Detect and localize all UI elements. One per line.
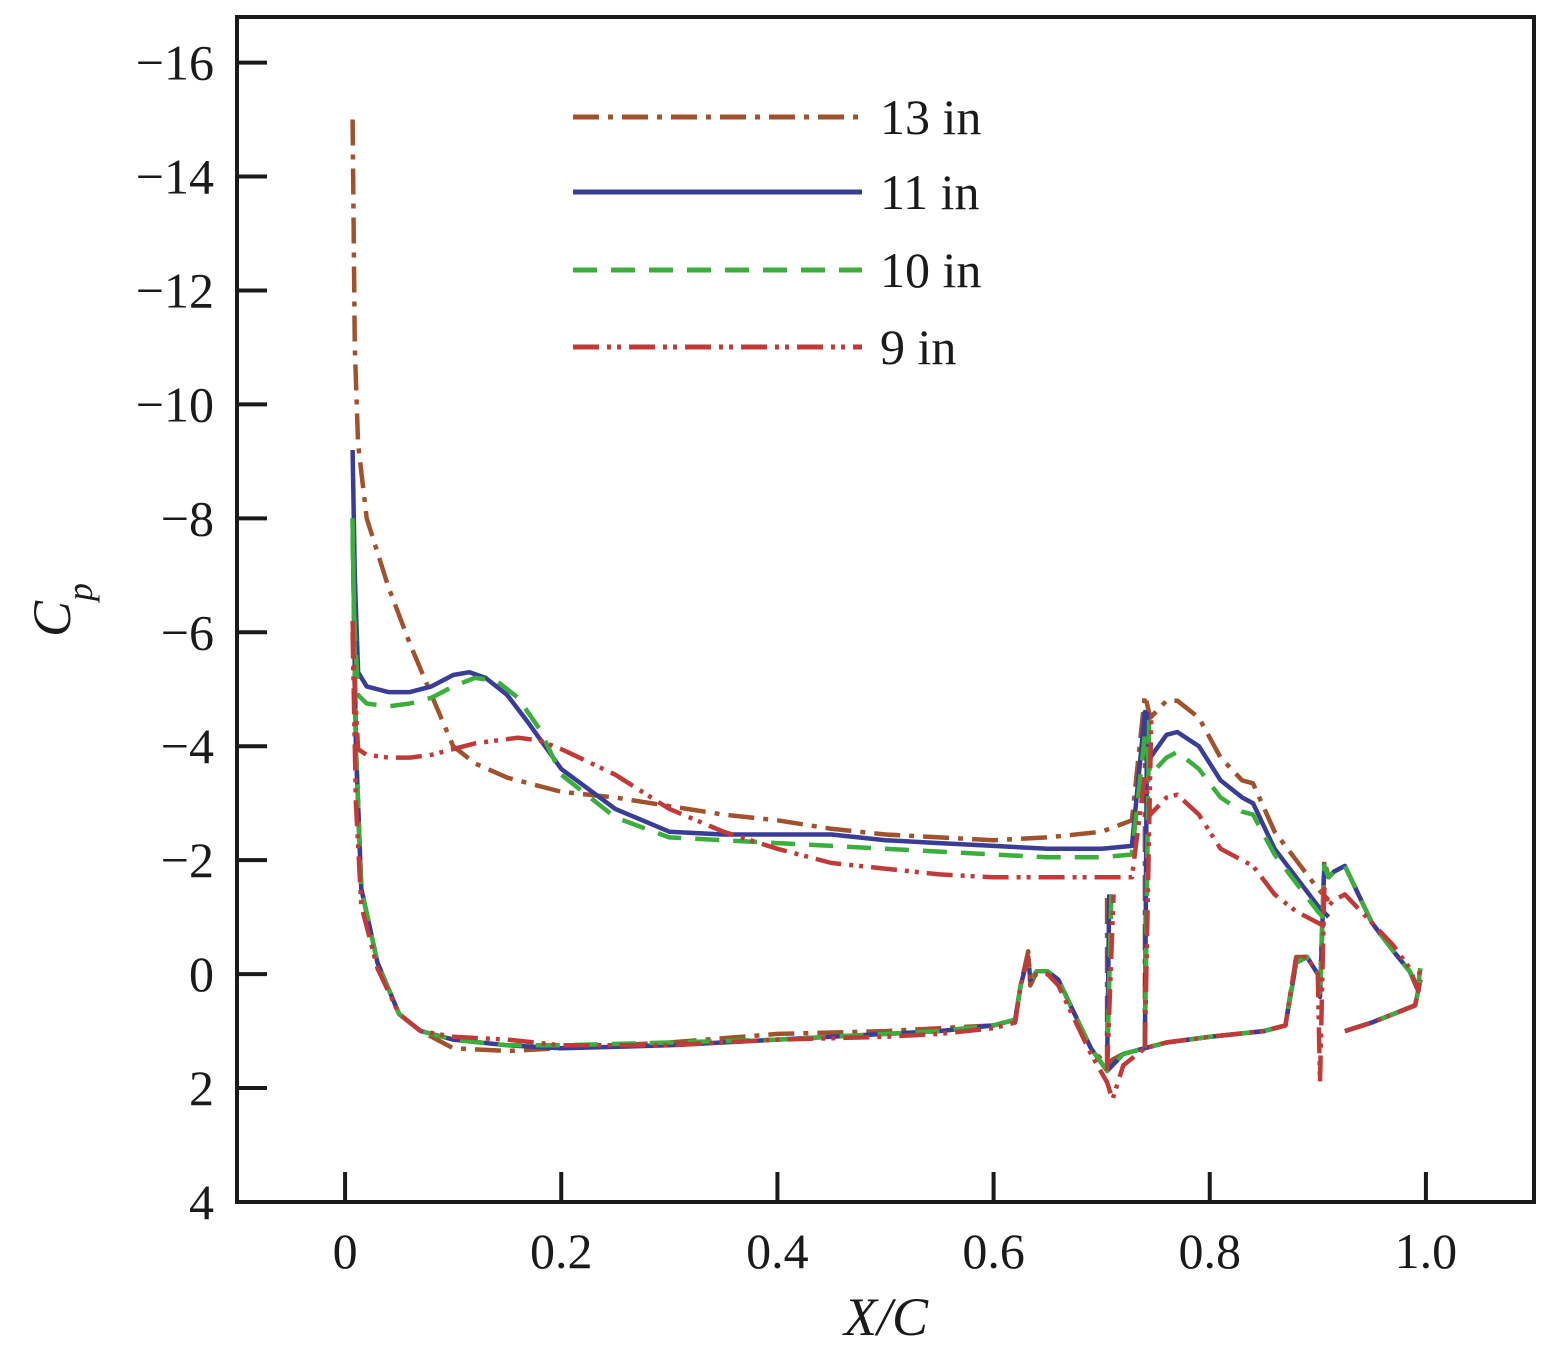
series-3 xyxy=(350,620,1423,1102)
series-layer xyxy=(350,119,1423,1102)
y-tick-label-3: −10 xyxy=(136,376,214,432)
y-axis-label-sub: p xyxy=(60,583,100,604)
y-tick-label-2: −12 xyxy=(136,262,214,318)
y-axis-label-main: C xyxy=(22,600,82,637)
series-2-shock-0 xyxy=(1104,894,1114,1072)
series-3-shock-1 xyxy=(1142,712,1154,1049)
y-axis-label: Cp xyxy=(22,583,100,637)
x-axis-label: X/C xyxy=(842,1287,929,1347)
y-tick-label-1: −14 xyxy=(136,149,214,205)
legend-label-0: 13 in xyxy=(880,89,981,145)
x-tick-label-3: 0.6 xyxy=(962,1223,1025,1279)
legend-label-3: 9 in xyxy=(880,319,956,375)
legend: 13 in 11 in 10 in 9 in xyxy=(573,89,981,375)
x-tick-label-4: 0.8 xyxy=(1179,1223,1242,1279)
y-tick-label-9: 2 xyxy=(189,1060,214,1116)
plot-frame xyxy=(235,15,1536,1204)
ticks-layer: 0 0.2 0.4 0.6 0.8 1.0 −16 −14 −12 −10 −8 −6 −4 −2 0 2 4 xyxy=(136,35,1457,1279)
series-1-upper-surface xyxy=(350,449,1331,919)
series-0-upper-surface xyxy=(350,119,1331,902)
x-tick-label-5: 1.0 xyxy=(1395,1223,1458,1279)
y-tick-label-10: 4 xyxy=(189,1174,214,1230)
series-2-upper-surface xyxy=(350,541,1331,925)
y-tick-label-8: 0 xyxy=(189,946,214,1002)
svg-text:Cp: Cp xyxy=(22,583,100,637)
y-tick-label-0: −16 xyxy=(136,35,214,91)
series-3-shock-0 xyxy=(1104,894,1116,1072)
plot-background xyxy=(237,17,1534,1202)
x-tick-label-2: 0.4 xyxy=(746,1223,809,1279)
y-tick-label-5: −6 xyxy=(161,604,214,660)
x-tick-label-1: 0.2 xyxy=(530,1223,593,1279)
y-tick-label-4: −8 xyxy=(161,490,214,546)
y-tick-label-7: −2 xyxy=(161,832,214,888)
series-2-lower-surface xyxy=(350,518,1423,1074)
series-3-upper-surface xyxy=(350,620,1330,931)
x-tick-label-0: 0 xyxy=(333,1223,358,1279)
series-3-trailing-edge xyxy=(1344,979,1423,1034)
series-3-lower-surface xyxy=(350,632,1423,1102)
y-tick-label-6: −4 xyxy=(161,718,214,774)
legend-label-2: 10 in xyxy=(880,242,981,298)
legend-label-1: 11 in xyxy=(880,164,980,220)
